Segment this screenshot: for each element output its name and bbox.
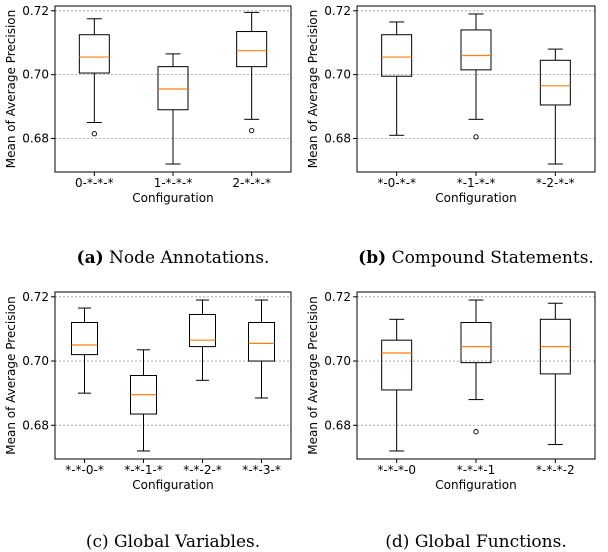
- box-iqr: [381, 34, 413, 77]
- x-tick-label: *-*-2-*: [183, 463, 222, 477]
- x-axis-label: Configuration: [435, 478, 516, 492]
- x-tick-label: *-*-3-*: [242, 463, 281, 477]
- subfigure-caption: (c) Global Variables.: [86, 532, 260, 552]
- x-tick-label: *-*-*-1: [457, 463, 496, 477]
- caption-text: Global Variables.: [114, 532, 260, 552]
- panel-a: 0.68 0.70 0.72 0-*-*-* 1-*-*-* 2-*-*-* Configu…: [4, 4, 292, 268]
- x-tick-label: *-*-1-*: [124, 463, 163, 477]
- caption-label: (d): [385, 532, 409, 552]
- box-iqr: [71, 322, 98, 356]
- caption-text: Compound Statements.: [392, 248, 594, 268]
- axes-frame: [356, 5, 596, 173]
- panel-b: 0.68 0.70 0.72 *-0-*-* *-1-*-* *-2-*-* Configu…: [306, 4, 596, 268]
- x-tick-label: *-1-*-*: [457, 176, 496, 190]
- y-axis-label: Mean of Average Precision: [306, 10, 320, 169]
- y-tick-label: 0.68: [22, 131, 49, 145]
- x-tick-label: *-2-*-*: [536, 176, 575, 190]
- outlier-point: [249, 127, 255, 134]
- y-axis-label: Mean of Average Precision: [306, 296, 320, 455]
- y-tick-label: 0.72: [22, 4, 49, 18]
- x-axis-label: Configuration: [435, 191, 516, 205]
- y-tick-label: 0.72: [324, 4, 351, 18]
- box-iqr: [189, 313, 216, 348]
- x-tick-label: *-*-*-0: [377, 463, 416, 477]
- box-iqr: [236, 31, 268, 68]
- axes-frame: [356, 291, 596, 460]
- y-tick-label: 0.68: [22, 418, 49, 432]
- x-tick-label: *-*-0-*: [65, 463, 104, 477]
- subfigure-caption: (a) Node Annotations.: [77, 248, 270, 268]
- y-tick-label: 0.70: [324, 354, 351, 368]
- box-iqr: [539, 59, 571, 106]
- y-tick-label: 0.70: [22, 354, 49, 368]
- subfigure-caption: (d) Global Functions.: [385, 532, 566, 552]
- x-tick-label: 2-*-*-*: [232, 176, 271, 190]
- panel-d: 0.68 0.70 0.72 *-*-*-0 *-*-*-1 *-*-*-2 Configu…: [306, 290, 596, 552]
- y-tick-label: 0.72: [22, 290, 49, 304]
- y-tick-label: 0.72: [324, 290, 351, 304]
- axes-frame: [54, 291, 292, 460]
- box-iqr: [381, 339, 413, 391]
- y-tick-label: 0.70: [324, 68, 351, 82]
- x-tick-label: 1-*-*-*: [154, 176, 193, 190]
- y-tick-label: 0.70: [22, 68, 49, 82]
- y-axis-label: Mean of Average Precision: [4, 10, 18, 169]
- caption-label: (a): [77, 248, 104, 268]
- y-axis-label: Mean of Average Precision: [4, 296, 18, 455]
- box-iqr: [157, 66, 189, 111]
- box-iqr: [248, 322, 275, 362]
- x-axis-label: Configuration: [132, 478, 213, 492]
- box-iqr: [460, 322, 492, 364]
- x-tick-label: *-*-*-2: [536, 463, 575, 477]
- y-tick-label: 0.68: [324, 131, 351, 145]
- x-axis-label: Configuration: [132, 191, 213, 205]
- box-iqr: [460, 29, 492, 71]
- x-tick-label: 0-*-*-*: [75, 176, 114, 190]
- caption-text: Global Functions.: [415, 532, 567, 552]
- x-tick-label: *-0-*-*: [377, 176, 416, 190]
- subfigure-caption: (b) Compound Statements.: [358, 248, 594, 268]
- outlier-point: [473, 134, 479, 140]
- outlier-point: [91, 131, 97, 137]
- axes-frame: [54, 5, 292, 173]
- caption-label: (b): [358, 248, 386, 268]
- box-iqr: [78, 34, 110, 74]
- y-tick-label: 0.68: [324, 418, 351, 432]
- caption-label: (c): [86, 532, 109, 552]
- caption-text: Node Annotations.: [109, 248, 269, 268]
- outlier-point: [473, 429, 479, 435]
- panel-c: 0.68 0.70 0.72 *-*-0-* *-*-1-* *-*-2-* *-*-3-*…: [4, 290, 292, 552]
